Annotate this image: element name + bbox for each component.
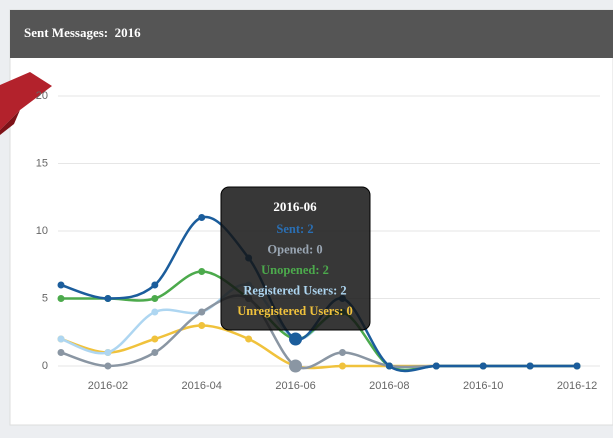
x-tick-label: 2016-10 xyxy=(463,380,503,392)
y-tick-label: 0 xyxy=(42,360,48,372)
data-point xyxy=(104,295,112,302)
data-point xyxy=(57,335,65,343)
data-point xyxy=(151,295,159,302)
data-point xyxy=(198,214,206,221)
data-point xyxy=(573,362,581,370)
data-point xyxy=(432,362,440,370)
data-point xyxy=(151,349,159,356)
data-point xyxy=(385,362,393,370)
tooltip-line: Registered Users: 2 xyxy=(243,283,346,297)
tooltip-title: 2016-06 xyxy=(273,199,317,214)
data-point xyxy=(289,359,303,373)
tooltip xyxy=(220,186,371,331)
data-point xyxy=(198,322,206,329)
y-tick-label: 5 xyxy=(42,292,48,304)
data-point xyxy=(289,332,303,346)
data-point xyxy=(198,268,206,275)
data-point xyxy=(479,362,487,370)
tooltip-line: Unregistered Users: 0 xyxy=(237,304,353,318)
x-tick-label: 2016-02 xyxy=(88,380,128,392)
data-point xyxy=(526,362,534,370)
tooltip-line: Sent: 2 xyxy=(276,222,313,236)
y-tick-label: 15 xyxy=(36,157,48,169)
data-point xyxy=(151,281,159,289)
x-tick-label: 2016-08 xyxy=(369,380,409,392)
data-point xyxy=(151,335,159,343)
x-tick-label: 2016-12 xyxy=(557,380,597,392)
data-point xyxy=(245,335,253,343)
y-tick-label: 20 xyxy=(36,90,48,102)
data-point xyxy=(104,362,112,370)
y-tick-label: 10 xyxy=(36,225,48,237)
tooltip-line: Unopened: 2 xyxy=(261,263,329,277)
card-header xyxy=(10,10,613,58)
data-point xyxy=(198,308,206,316)
data-point xyxy=(151,308,159,316)
tooltip-line: Opened: 0 xyxy=(267,242,322,256)
data-point xyxy=(57,349,65,356)
ribbon xyxy=(0,72,52,130)
data-point xyxy=(57,295,65,302)
x-tick-label: 2016-06 xyxy=(275,380,315,392)
data-point xyxy=(338,349,346,356)
data-point xyxy=(104,349,112,356)
ribbon-shade xyxy=(0,110,20,135)
data-point xyxy=(57,281,65,289)
data-point xyxy=(338,362,346,370)
card-title: Sent Messages: 2016 xyxy=(24,25,141,40)
x-tick-label: 2016-04 xyxy=(182,380,222,392)
